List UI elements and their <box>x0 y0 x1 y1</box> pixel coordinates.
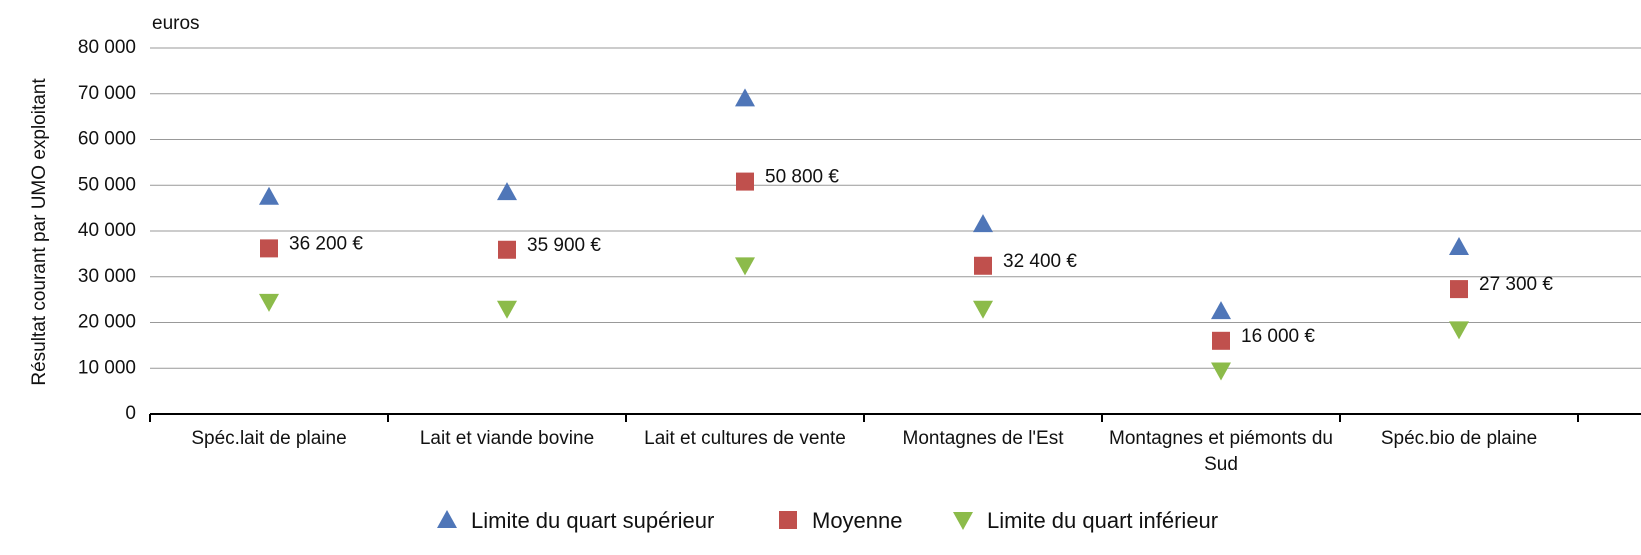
y-tick-label: 0 <box>125 403 136 424</box>
y-tick-label: 60 000 <box>78 129 136 150</box>
y-tick-label: 50 000 <box>78 174 136 195</box>
point <box>973 300 993 319</box>
legend-marker <box>437 510 457 528</box>
point <box>1450 280 1468 299</box>
y-tick-label: 20 000 <box>78 312 136 333</box>
point <box>1449 237 1469 256</box>
value-label: 32 400 € <box>1003 251 1077 272</box>
y-tick-label: 30 000 <box>78 266 136 287</box>
value-label: 36 200 € <box>289 233 363 254</box>
legend-label: Limite du quart inférieur <box>987 508 1218 533</box>
point <box>1449 321 1469 340</box>
point <box>974 256 992 275</box>
y-tick-label: 70 000 <box>78 83 136 104</box>
x-tick-label: Spéc.bio de plaine <box>1380 428 1538 449</box>
point <box>1211 362 1231 381</box>
point <box>259 186 279 205</box>
unit-label: euros <box>152 13 200 34</box>
point <box>1211 301 1231 320</box>
y-tick-label: 80 000 <box>78 37 136 58</box>
point <box>973 214 993 233</box>
point <box>1212 331 1230 350</box>
point <box>259 293 279 312</box>
x-tick-label: Montagnes de l'Est <box>902 428 1064 449</box>
x-tick-label: Lait et cultures de vente <box>644 428 846 449</box>
point <box>260 239 278 258</box>
value-label: 27 300 € <box>1479 274 1553 295</box>
x-tick-label: Lait et viande bovine <box>419 428 595 449</box>
point <box>735 257 755 276</box>
point <box>735 88 755 107</box>
point <box>736 172 754 191</box>
legend-label: Moyenne <box>812 508 903 533</box>
point <box>497 182 517 201</box>
point <box>498 240 516 259</box>
y-tick-label: 40 000 <box>78 220 136 241</box>
legend-marker <box>779 511 797 529</box>
x-tick-label: Montagnes et piémonts du Sud <box>1109 428 1333 475</box>
y-tick-label: 10 000 <box>78 357 136 378</box>
value-label: 35 900 € <box>527 235 601 256</box>
value-label: 16 000 € <box>1241 326 1315 347</box>
value-label: 50 800 € <box>765 167 839 188</box>
legend-marker <box>953 512 973 530</box>
y-axis-label: Résultat courant par UMO exploitant <box>29 78 50 386</box>
legend-label: Limite du quart supérieur <box>471 508 714 533</box>
x-tick-label: Spéc.lait de plaine <box>191 428 347 449</box>
point <box>497 300 517 319</box>
